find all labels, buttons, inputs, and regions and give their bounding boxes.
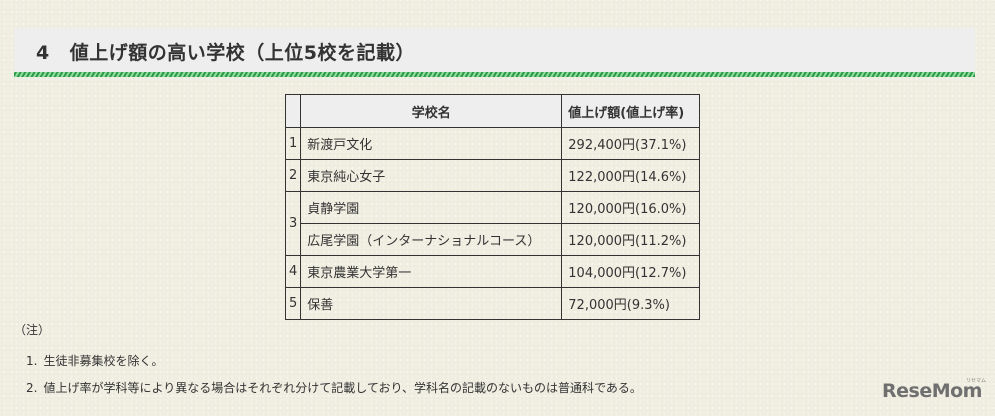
table-row: 2 東京純心女子 122,000円(14.6%) — [284, 159, 701, 192]
ranking-table: 学校名 値上げ額(値上げ率) 1 新渡戸文化 292,400円(37.1%) 2… — [284, 94, 701, 320]
amount-cell: 72,000円(9.3%) — [561, 287, 701, 320]
section-heading: 4 値上げ額の高い学校（上位5校を記載） — [14, 28, 975, 72]
rank-cell: 3 — [284, 191, 302, 256]
school-name-cell: 新渡戸文化 — [300, 127, 563, 160]
note-text: 生徒非募集校を除く。 — [43, 354, 164, 368]
table-row: 1 新渡戸文化 292,400円(37.1%) — [284, 127, 701, 160]
table-header-row: 学校名 値上げ額(値上げ率) — [284, 94, 701, 128]
header-rank — [284, 94, 302, 128]
amount-cell: 292,400円(37.1%) — [561, 127, 701, 160]
header-school-name: 学校名 — [300, 94, 563, 128]
heading-underline-stripe — [14, 72, 975, 77]
school-name-cell: 広尾学園（インターナショナルコース） — [300, 223, 563, 256]
table-row: 4 東京農業大学第一 104,000円(12.7%) — [284, 255, 701, 288]
rank-cell: 1 — [284, 127, 302, 160]
table-row: 5 保善 72,000円(9.3%) — [284, 287, 701, 320]
section-title-text: 値上げ額の高い学校（上位5校を記載） — [69, 42, 415, 64]
note-item: 2. 値上げ率が学科等により異なる場合はそれぞれ分けて記載しており、学科名の記載の… — [26, 379, 642, 396]
note-item: 1. 生徒非募集校を除く。 — [26, 352, 163, 369]
rank-cell: 5 — [284, 287, 302, 320]
amount-cell: 120,000円(11.2%) — [561, 223, 701, 256]
table-row: 広尾学園（インターナショナルコース） 120,000円(11.2%) — [286, 223, 701, 256]
school-name-cell: 保善 — [300, 287, 563, 320]
amount-cell: 120,000円(16.0%) — [561, 191, 701, 224]
school-name-cell: 東京農業大学第一 — [300, 255, 563, 288]
notes-heading: （注） — [14, 323, 51, 337]
header-increase-amount: 値上げ額(値上げ率) — [561, 94, 701, 128]
rank-cell: 2 — [284, 159, 302, 192]
section-title: 4 値上げ額の高い学校（上位5校を記載） — [36, 38, 415, 65]
note-number: 2. — [26, 381, 38, 395]
school-name-cell: 貞静学園 — [300, 191, 563, 224]
note-text: 値上げ率が学科等により異なる場合はそれぞれ分けて記載しており、学科名の記載のない… — [43, 381, 642, 395]
resemom-logo-kana: リセマム — [966, 378, 987, 384]
resemom-logo: ReseMom — [882, 380, 982, 402]
amount-cell: 104,000円(12.7%) — [561, 255, 701, 288]
table-row: 3 貞静学園 120,000円(16.0%) — [284, 191, 701, 256]
school-name-cell: 東京純心女子 — [300, 159, 563, 192]
note-number: 1. — [26, 354, 38, 368]
section-number: 4 — [36, 42, 50, 64]
amount-cell: 122,000円(14.6%) — [561, 159, 701, 192]
rank-cell: 4 — [284, 255, 302, 288]
